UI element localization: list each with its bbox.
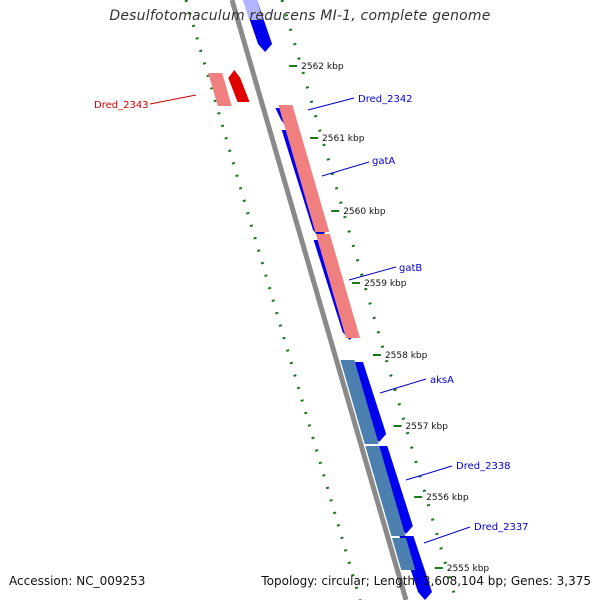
cds-feature-steelblue: [392, 538, 416, 570]
scale-tick-label: 2559 kbp: [364, 279, 407, 289]
dred-2343-feature-dark: [228, 70, 250, 102]
gene-label: Dred_2338: [456, 461, 511, 472]
map-layer: 2562 kbp 2561 kbp 2560 kbp 2559 kbp 2558 kbp…: [94, 0, 529, 601]
scale-tick-label: 2555 kbp: [447, 564, 490, 574]
cds-feature-steelblue: [365, 446, 406, 536]
gene-label: Dred_2343: [94, 100, 149, 111]
gene-label-leader: [423, 526, 471, 544]
gene-label-leader: [149, 94, 197, 105]
scale-tick-label: 2562 kbp: [301, 62, 344, 72]
cds-feature-steelblue: [340, 360, 379, 444]
genome-backbone: [229, 0, 409, 601]
gene-label: Dred_2337: [474, 522, 529, 533]
genome-summary-text: Topology: circular; Length: 3,608,104 bp…: [261, 574, 591, 588]
rna-feature: [278, 105, 330, 232]
gene-label: gatA: [372, 156, 395, 167]
dred-2343-feature: [208, 73, 232, 106]
rna-feature: [315, 234, 361, 338]
accession-text: Accession: NC_009253: [9, 574, 146, 588]
gene-label-leader: [405, 465, 453, 481]
map-title: Desulfotomaculum reducens MI-1, complete…: [109, 8, 491, 24]
gene-label: aksA: [430, 375, 454, 386]
scale-tick-label: 2557 kbp: [406, 422, 449, 432]
gene-label: Dred_2342: [358, 94, 413, 105]
gc-dotted-ring-right: [280, 0, 458, 601]
gene-label-leader: [379, 378, 427, 394]
scale-tick-label: 2560 kbp: [343, 207, 386, 217]
scale-tick-label: 2558 kbp: [385, 351, 428, 361]
scale-tick-label: 2561 kbp: [322, 134, 365, 144]
cds-feature-top: [243, 0, 263, 20]
gene-label-leader: [321, 161, 370, 177]
gene-label-leader: [348, 266, 397, 281]
gc-dotted-ring-left: [184, 0, 362, 601]
gene-label: gatB: [399, 263, 422, 274]
gene-label-leader: [307, 97, 355, 111]
scale-tick-label: 2556 kbp: [426, 493, 469, 503]
